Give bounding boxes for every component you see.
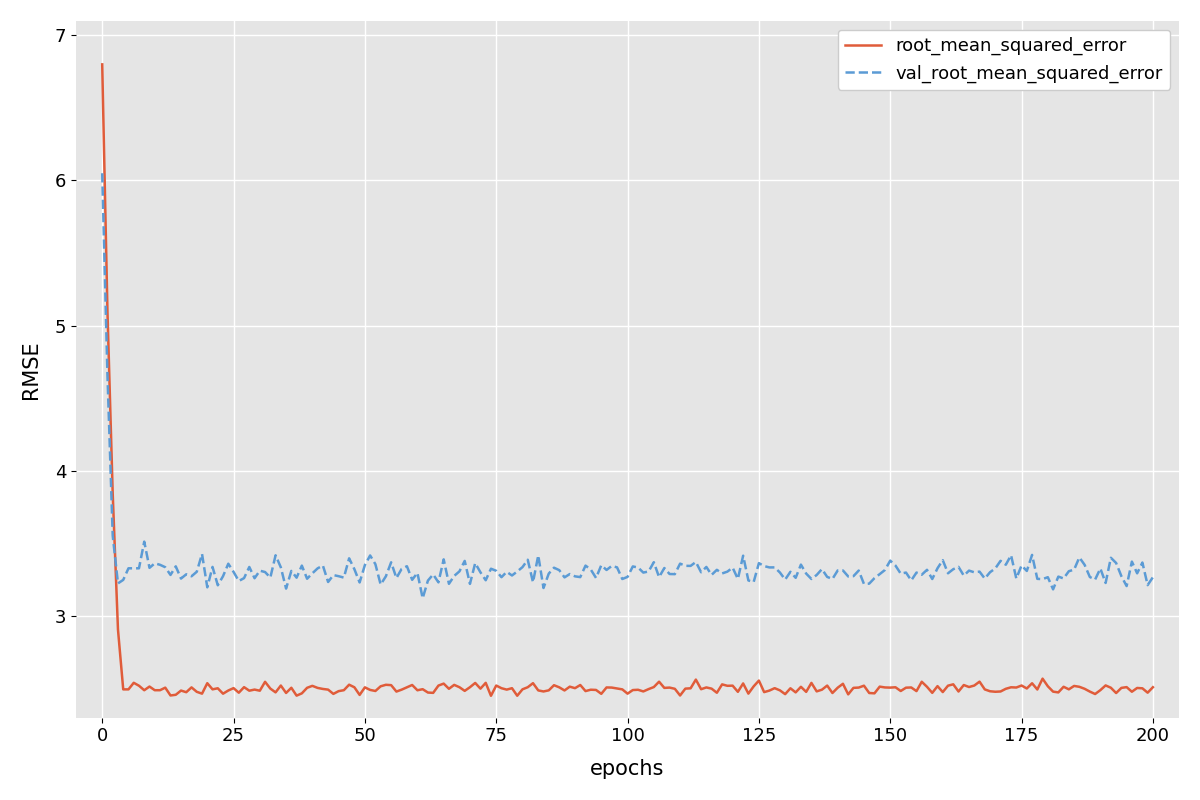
val_root_mean_squared_error	[1146, 572, 1160, 582]
root_mean_squared_error	[95, 59, 109, 69]
Legend: root_mean_squared_error, val_root_mean_squared_error: root_mean_squared_error, val_root_mean_s…	[838, 30, 1170, 90]
root_mean_squared_error	[190, 687, 204, 697]
val_root_mean_squared_error	[1062, 566, 1076, 576]
val_root_mean_squared_error	[484, 564, 498, 574]
Line: val_root_mean_squared_error: val_root_mean_squared_error	[102, 174, 1153, 598]
val_root_mean_squared_error	[541, 569, 556, 578]
Y-axis label: RMSE: RMSE	[20, 340, 41, 398]
val_root_mean_squared_error	[101, 370, 115, 380]
root_mean_squared_error	[667, 684, 682, 694]
val_root_mean_squared_error	[667, 570, 682, 579]
root_mean_squared_error	[541, 686, 556, 695]
val_root_mean_squared_error	[415, 594, 430, 603]
Line: root_mean_squared_error: root_mean_squared_error	[102, 64, 1153, 696]
X-axis label: epochs: epochs	[590, 759, 665, 779]
root_mean_squared_error	[101, 307, 115, 317]
root_mean_squared_error	[479, 678, 493, 688]
val_root_mean_squared_error	[95, 169, 109, 178]
root_mean_squared_error	[1146, 682, 1160, 692]
root_mean_squared_error	[484, 691, 498, 701]
root_mean_squared_error	[1062, 685, 1076, 694]
val_root_mean_squared_error	[190, 567, 204, 577]
